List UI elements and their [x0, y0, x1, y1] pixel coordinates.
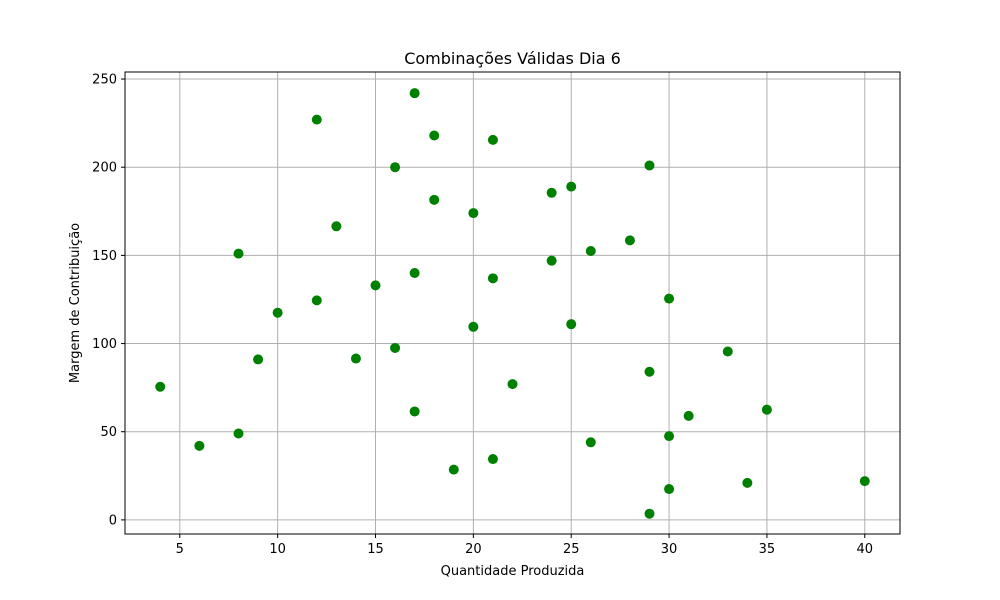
data-point: [155, 381, 166, 392]
data-point: [390, 342, 401, 353]
y-axis-label: Margem de Contribuição: [68, 223, 83, 383]
data-point: [644, 508, 655, 519]
data-point: [664, 293, 675, 304]
data-point: [644, 160, 655, 171]
data-point: [311, 114, 322, 125]
data-point: [566, 181, 577, 192]
data-point: [429, 130, 440, 141]
plot-frame: [124, 71, 901, 535]
data-point: [468, 321, 479, 332]
data-point: [859, 476, 870, 487]
data-points: [155, 88, 870, 519]
data-point: [350, 353, 361, 364]
data-point: [370, 280, 381, 291]
data-point: [742, 477, 753, 488]
data-point: [272, 307, 283, 318]
data-point: [664, 484, 675, 495]
data-point: [644, 366, 655, 377]
data-point: [722, 346, 733, 357]
data-point: [624, 235, 635, 246]
data-point: [546, 255, 557, 266]
y-tick-label: 200: [92, 161, 117, 176]
x-tick-label: 25: [563, 542, 580, 557]
data-point: [487, 454, 498, 465]
data-point: [448, 464, 459, 475]
data-point: [253, 354, 264, 365]
data-point: [409, 268, 420, 279]
y-tick-label: 100: [92, 337, 117, 352]
data-point: [761, 404, 772, 415]
chart-title: Combinações Válidas Dia 6: [404, 49, 621, 68]
x-tick-label: 20: [465, 542, 482, 557]
data-point: [331, 221, 342, 232]
y-tick-label: 150: [92, 249, 117, 264]
x-tick-label: 15: [367, 542, 384, 557]
x-tick-label: 5: [176, 542, 184, 557]
x-tick-label: 30: [661, 542, 678, 557]
x-axis-label: Quantidade Produzida: [441, 564, 585, 579]
y-tick-label: 0: [109, 513, 117, 528]
data-point: [487, 273, 498, 284]
data-point: [429, 194, 440, 205]
data-point: [585, 437, 596, 448]
axis-ticks: 5 10 15 20 25 30 35 40 0 50 100 150 200 250: [92, 73, 873, 557]
data-point: [390, 162, 401, 173]
data-point: [546, 187, 557, 198]
data-point: [664, 431, 675, 442]
y-tick-label: 250: [92, 73, 117, 88]
x-tick-label: 40: [856, 542, 873, 557]
data-point: [233, 428, 244, 439]
data-point: [194, 440, 205, 451]
x-tick-label: 35: [759, 542, 776, 557]
y-tick-label: 50: [100, 425, 117, 440]
data-point: [311, 295, 322, 306]
data-point: [468, 208, 479, 219]
grid-lines: [125, 72, 900, 534]
data-point: [487, 134, 498, 145]
data-point: [507, 379, 518, 390]
data-point: [233, 248, 244, 259]
data-point: [683, 410, 694, 421]
x-tick-label: 10: [269, 542, 286, 557]
data-point: [409, 88, 420, 99]
data-point: [566, 319, 577, 330]
data-point: [585, 245, 596, 256]
data-point: [409, 406, 420, 417]
